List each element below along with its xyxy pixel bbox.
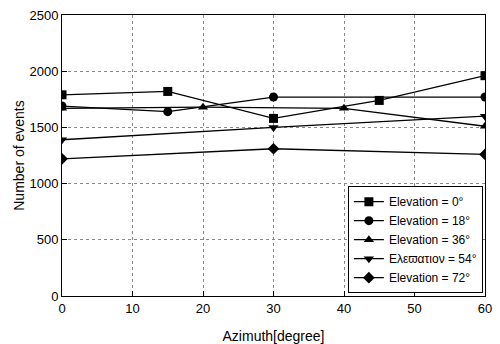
svg-text:10: 10 [125,301,139,316]
svg-text:40: 40 [337,301,351,316]
svg-text:2500: 2500 [29,8,58,23]
svg-text:Azimuth[degree]: Azimuth[degree] [223,328,325,344]
svg-text:1000: 1000 [29,176,58,191]
svg-text:30: 30 [266,301,280,316]
svg-text:1500: 1500 [29,120,58,135]
svg-text:Number of events: Number of events [11,100,27,211]
svg-text:Elevation = 18°: Elevation = 18° [389,214,470,228]
svg-text:Ελεϖατιον = 54°: Ελεϖατιον = 54° [389,252,477,266]
svg-text:20: 20 [196,301,210,316]
svg-text:Elevation = 0°: Elevation = 0° [389,195,464,209]
svg-text:0: 0 [51,289,58,304]
svg-text:Elevation = 72°: Elevation = 72° [389,271,470,285]
svg-text:500: 500 [37,232,59,247]
svg-text:0: 0 [58,301,65,316]
svg-text:2000: 2000 [29,64,58,79]
svg-text:60: 60 [478,301,492,316]
svg-text:Elevation = 36°: Elevation = 36° [389,233,470,247]
svg-text:50: 50 [407,301,421,316]
